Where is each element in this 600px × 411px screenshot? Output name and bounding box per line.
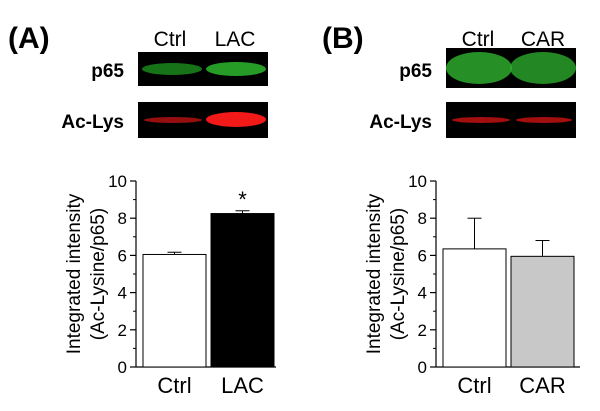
band: [446, 52, 512, 84]
blot-label-aclys: Ac-Lys: [61, 112, 124, 133]
y-axis-label: Integrated intensity: [364, 193, 385, 354]
bar-ctrl: [142, 253, 207, 368]
x-tick-label: CAR: [519, 373, 565, 398]
blot-label-p65: p65: [399, 61, 432, 82]
bar-lac: [210, 213, 275, 368]
y-tick-label: 2: [118, 321, 127, 340]
panel-b: (B) Ctrl CAR p65 Ac-Lys 0 2 4 6 8 10 Integrate…: [300, 0, 600, 411]
panel-letter: (B): [322, 22, 364, 55]
lane-label-car: CAR: [520, 28, 566, 51]
x-tick-label: LAC: [221, 373, 264, 398]
y-tick-label: 10: [108, 172, 127, 191]
blot-p65: [138, 52, 268, 86]
band: [452, 117, 510, 123]
x-tick-label: Ctrl: [457, 373, 491, 398]
y-tick-label: 8: [418, 209, 427, 228]
blot-aclys: [138, 102, 268, 138]
y-tick-label: 2: [418, 321, 427, 340]
y-axis-label: Integrated intensity: [64, 193, 85, 354]
y-axis-label: (Ac-Lysine/p65): [88, 208, 109, 340]
band: [516, 117, 572, 123]
lane-label-ctrl: Ctrl: [461, 28, 495, 51]
y-tick-label: 6: [118, 246, 127, 265]
band: [206, 112, 266, 127]
y-tick-label: 8: [118, 209, 127, 228]
panel-a: (A) Ctrl LAC p65 Ac-Lys 0 2 4 6 8 10 Integrate…: [8, 22, 276, 398]
panel-letter: (A): [8, 22, 50, 55]
lane-label-ctrl: Ctrl: [153, 28, 187, 51]
blot-p65: [446, 48, 576, 88]
band: [206, 62, 266, 76]
y-tick-label: 4: [418, 284, 427, 303]
y-tick-label: 4: [118, 284, 127, 303]
band: [144, 117, 202, 123]
significance-label: *: [238, 187, 247, 212]
bar-chart-b: 0 2 4 6 8 10 Integrated intensity (Ac-Lysine/p6…: [364, 172, 580, 398]
y-tick-label: 0: [418, 358, 427, 377]
y-axis-label: (Ac-Lysine/p65): [388, 208, 409, 340]
lane-label-lac: LAC: [214, 28, 256, 51]
y-tick-label: 6: [418, 246, 427, 265]
bar-car: [510, 255, 575, 368]
blot-label-p65: p65: [91, 61, 124, 82]
band: [142, 63, 202, 75]
bar-chart-a: 0 2 4 6 8 10 Integrated intensity (Ac-Lysine/p6…: [64, 172, 276, 398]
bar-ctrl: [442, 248, 507, 368]
blot-aclys: [446, 102, 576, 138]
band: [510, 52, 576, 84]
y-tick-label: 0: [118, 358, 127, 377]
x-tick-label: Ctrl: [157, 373, 191, 398]
y-tick-label: 10: [408, 172, 427, 191]
blot-label-aclys: Ac-Lys: [369, 112, 432, 133]
